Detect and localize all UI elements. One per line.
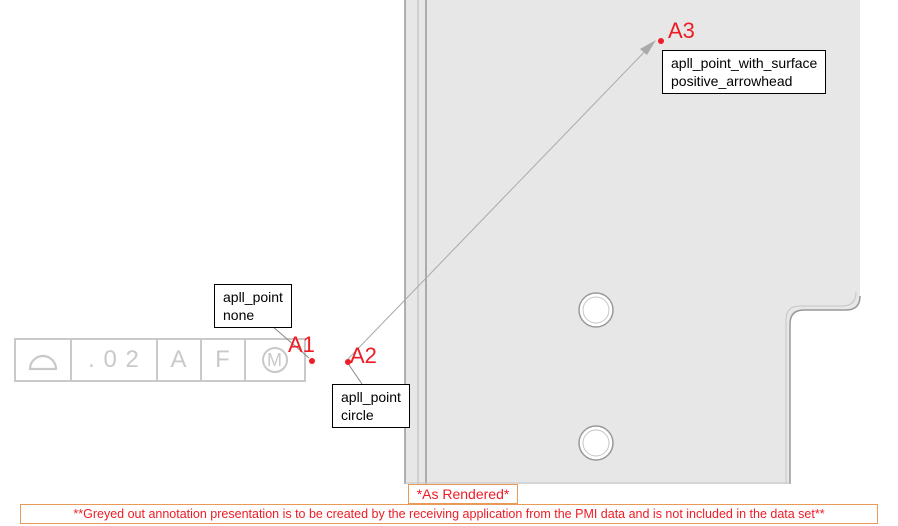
annotation-a1-callout: apll_point none: [214, 284, 292, 328]
annotation-a3-text: A3: [668, 18, 695, 43]
annotation-a1-label: A1: [288, 332, 315, 358]
annotation-a2-callout-line2: circle: [341, 406, 401, 424]
fcf-datum-a-label: A: [170, 346, 187, 374]
diagram-canvas: . 0 2 A F M A1 apll_point none A2: [0, 0, 898, 526]
fcf-tolerance: . 0 2: [72, 338, 158, 382]
as-rendered-box: *As Rendered*: [408, 484, 518, 504]
annotation-a3-callout: apll_point_with_surface positive_arrowhe…: [662, 50, 826, 94]
annotation-a3-callout-line2: positive_arrowhead: [671, 72, 817, 90]
annotation-a2-label: A2: [350, 343, 377, 369]
annotation-a1-callout-line2: none: [223, 306, 283, 324]
footer-note-box: **Greyed out annotation presentation is …: [20, 504, 878, 524]
fcf-flatness-symbol: [14, 338, 72, 382]
fcf-m-modifier-text: M: [267, 350, 283, 371]
annotation-a3-dot: [658, 38, 664, 44]
feature-control-frame: . 0 2 A F M: [14, 338, 306, 382]
fcf-datum-a: A: [158, 338, 202, 382]
annotation-a3-callout-line1: apll_point_with_surface: [671, 54, 817, 72]
as-rendered-text: *As Rendered*: [417, 486, 510, 502]
flatness-icon: [28, 349, 58, 371]
annotation-a2-text: A2: [350, 343, 377, 368]
fcf-datum-f: F: [202, 338, 246, 382]
annotation-a3-label: A3: [668, 18, 695, 44]
footer-note-text: **Greyed out annotation presentation is …: [73, 507, 824, 521]
annotation-a2-callout: apll_point circle: [332, 384, 410, 428]
annotation-a2-callout-line1: apll_point: [341, 388, 401, 406]
annotation-a1-dot: [309, 358, 315, 364]
annotation-a1-text: A1: [288, 332, 315, 357]
fcf-m-modifier: M: [262, 347, 288, 373]
fcf-datum-f-label: F: [215, 346, 231, 374]
annotation-a1-callout-line1: apll_point: [223, 288, 283, 306]
fcf-tolerance-value: . 0 2: [88, 346, 140, 374]
